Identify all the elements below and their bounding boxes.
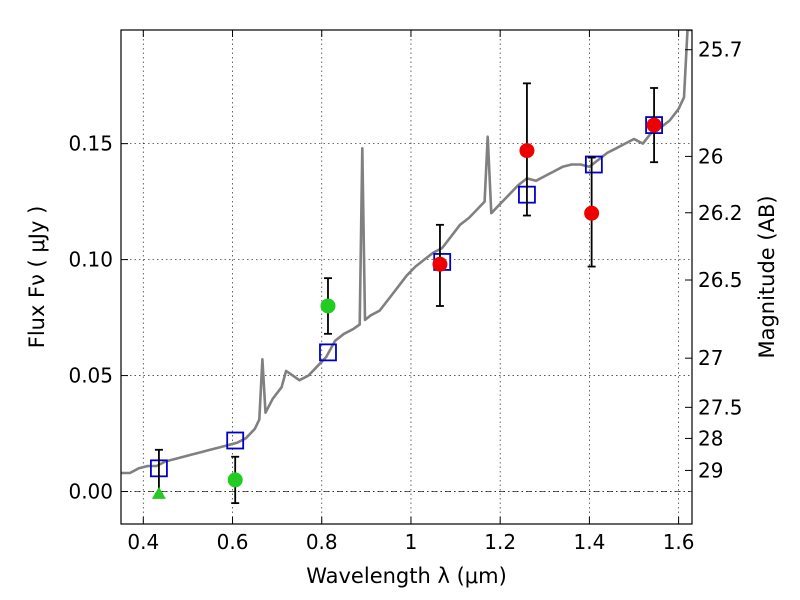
model-photometry-square [226, 431, 245, 450]
y-axis-label: Flux Fν ( μJy ) [25, 206, 49, 349]
right-tick-label: 26.2 [698, 201, 743, 225]
right-tick-label: 27.5 [698, 395, 743, 419]
red-point [646, 117, 662, 133]
red-point [584, 205, 600, 221]
x-tick-label: 1.6 [663, 530, 695, 554]
model-photometry-square [584, 155, 603, 174]
right-axis-label: Magnitude (AB) [755, 195, 779, 358]
green-triangle-point [151, 486, 166, 499]
y-tick-label: 0.00 [68, 480, 113, 504]
right-tick-label: 25.7 [698, 38, 743, 62]
x-tick-label: 0.6 [217, 530, 249, 554]
clipped-marks [121, 30, 692, 505]
x-tick-label: 0.4 [127, 530, 159, 554]
green-point [320, 298, 336, 314]
y-tick-label: 0.15 [68, 132, 113, 156]
model-photometry-square [319, 343, 337, 362]
red-point [519, 143, 535, 159]
green-point [227, 472, 243, 488]
right-tick-label: 26.5 [698, 268, 743, 292]
plot-area [121, 30, 692, 505]
right-tick-label: 28 [698, 426, 723, 450]
right-tick-label: 29 [698, 458, 723, 482]
model-spectrum-line [121, 30, 692, 475]
x-tick-label: 1.4 [573, 530, 605, 554]
y-tick-label: 0.10 [68, 248, 113, 272]
x-axis-label: Wavelength λ (μm) [306, 564, 507, 588]
right-tick-label: 27 [698, 346, 723, 370]
y-tick-label: 0.05 [68, 364, 113, 388]
plot-frame [120, 29, 693, 525]
grid-layer [121, 30, 692, 524]
x-tick-label: 0.8 [306, 530, 338, 554]
red-point [432, 256, 448, 272]
x-tick-label: 1.2 [484, 530, 516, 554]
right-tick-label: 26 [698, 144, 723, 168]
tick-layer: 0.4 0.6 0.8 1 1.2 1.4 1.6 0.00 0.05 0.10 0.15 25.7 2… [68, 30, 743, 554]
x-tick-label: 1 [405, 530, 418, 554]
